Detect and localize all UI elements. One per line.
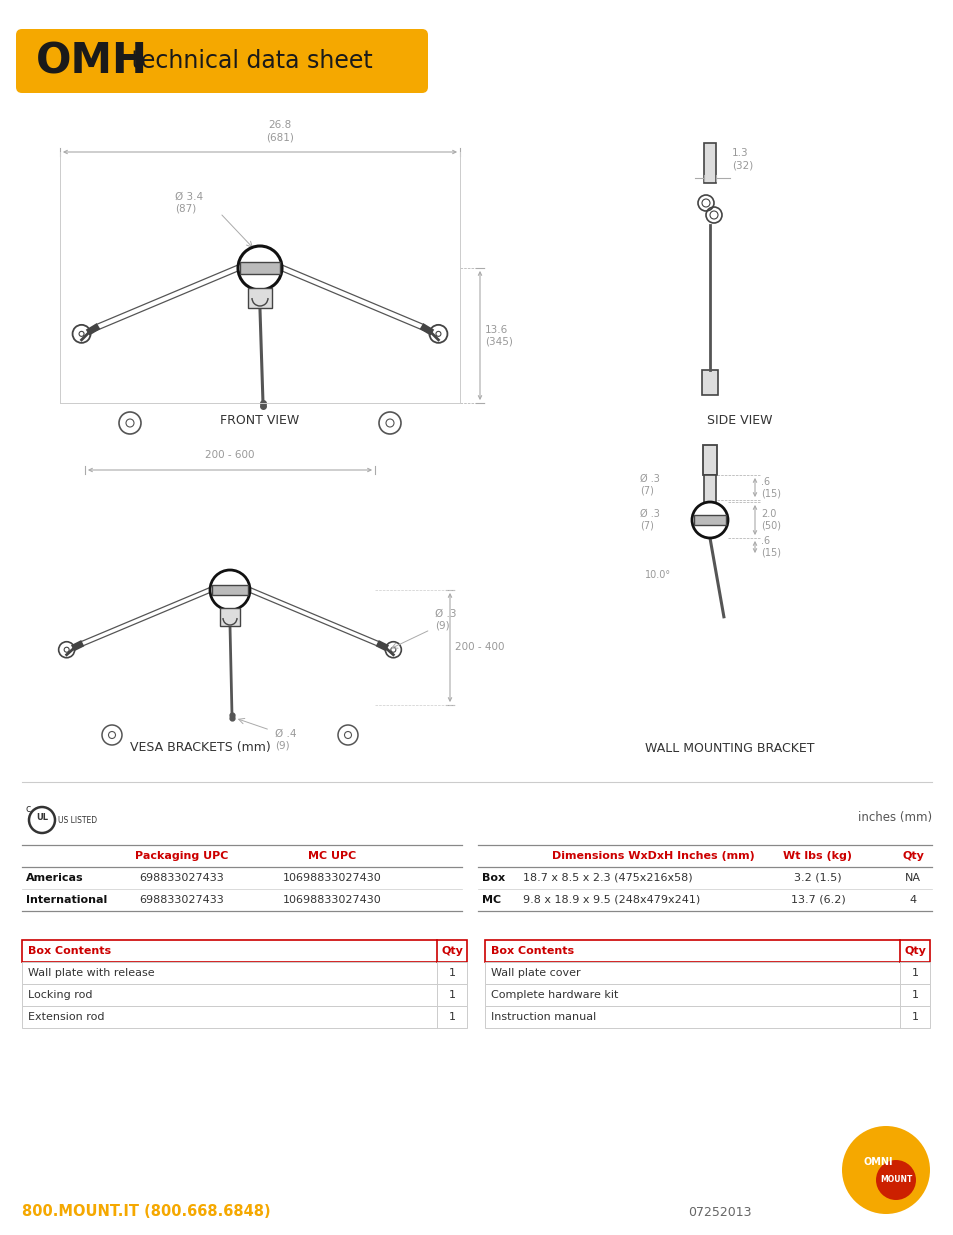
Text: 10.0°: 10.0° xyxy=(644,571,670,580)
Text: 3.2 (1.5): 3.2 (1.5) xyxy=(793,873,841,883)
Text: Complete hardware kit: Complete hardware kit xyxy=(491,990,618,1000)
Text: 200 - 400: 200 - 400 xyxy=(455,642,504,652)
FancyBboxPatch shape xyxy=(22,940,467,962)
Text: Wt lbs (kg): Wt lbs (kg) xyxy=(782,851,852,861)
Text: 10698833027430: 10698833027430 xyxy=(282,895,381,905)
Text: 1: 1 xyxy=(448,990,455,1000)
Text: 1: 1 xyxy=(910,990,918,1000)
Bar xyxy=(248,288,272,308)
Text: 1.3
(32): 1.3 (32) xyxy=(731,148,753,170)
FancyBboxPatch shape xyxy=(16,28,428,93)
Text: 1: 1 xyxy=(448,968,455,978)
Text: Wall plate cover: Wall plate cover xyxy=(491,968,580,978)
Bar xyxy=(240,262,280,274)
Text: MOUNT: MOUNT xyxy=(879,1176,911,1184)
Text: Ø .4
(9): Ø .4 (9) xyxy=(274,729,296,751)
Text: 698833027433: 698833027433 xyxy=(139,873,224,883)
Text: NA: NA xyxy=(904,873,920,883)
FancyBboxPatch shape xyxy=(484,962,929,984)
Bar xyxy=(693,515,725,525)
Text: Packaging UPC: Packaging UPC xyxy=(135,851,229,861)
FancyBboxPatch shape xyxy=(484,984,929,1007)
Bar xyxy=(703,143,716,183)
Bar xyxy=(702,445,717,475)
Text: 698833027433: 698833027433 xyxy=(139,895,224,905)
Text: FRONT VIEW: FRONT VIEW xyxy=(220,414,299,426)
Text: 200 - 600: 200 - 600 xyxy=(205,450,254,459)
Text: .6
(15): .6 (15) xyxy=(760,477,781,498)
Text: Locking rod: Locking rod xyxy=(28,990,92,1000)
Text: OMH: OMH xyxy=(36,40,148,82)
Text: Qty: Qty xyxy=(903,946,925,956)
Text: International: International xyxy=(26,895,107,905)
Text: 18.7 x 8.5 x 2.3 (475x216x58): 18.7 x 8.5 x 2.3 (475x216x58) xyxy=(522,873,692,883)
Text: 26.8
(681): 26.8 (681) xyxy=(266,120,294,142)
FancyBboxPatch shape xyxy=(484,1007,929,1028)
Text: technical data sheet: technical data sheet xyxy=(124,49,373,73)
Text: Ø .3
(9): Ø .3 (9) xyxy=(435,609,456,631)
Text: 13.7 (6.2): 13.7 (6.2) xyxy=(790,895,844,905)
Text: Wall plate with release: Wall plate with release xyxy=(28,968,154,978)
FancyBboxPatch shape xyxy=(22,984,467,1007)
Text: OMNI: OMNI xyxy=(862,1157,892,1167)
Text: VESA BRACKETS (mm): VESA BRACKETS (mm) xyxy=(130,741,270,755)
FancyBboxPatch shape xyxy=(22,962,467,984)
Text: Instruction manual: Instruction manual xyxy=(491,1011,596,1023)
FancyBboxPatch shape xyxy=(484,940,929,962)
Circle shape xyxy=(210,571,250,610)
Text: 4: 4 xyxy=(908,895,916,905)
Text: c: c xyxy=(26,804,30,814)
Text: 07252013: 07252013 xyxy=(687,1205,751,1219)
Circle shape xyxy=(875,1160,915,1200)
Text: 2.0
(50): 2.0 (50) xyxy=(760,509,781,531)
Text: SIDE VIEW: SIDE VIEW xyxy=(706,414,772,426)
Text: inches (mm): inches (mm) xyxy=(857,811,931,825)
Text: Ø .3
(7): Ø .3 (7) xyxy=(639,474,659,495)
Text: Dimensions WxDxH Inches (mm): Dimensions WxDxH Inches (mm) xyxy=(551,851,754,861)
Text: 9.8 x 18.9 x 9.5 (248x479x241): 9.8 x 18.9 x 9.5 (248x479x241) xyxy=(522,895,700,905)
Text: 800.MOUNT.IT (800.668.6848): 800.MOUNT.IT (800.668.6848) xyxy=(22,1204,271,1219)
Text: Qty: Qty xyxy=(440,946,462,956)
Circle shape xyxy=(237,246,282,290)
Bar xyxy=(703,475,716,515)
Text: Box: Box xyxy=(481,873,504,883)
Text: MC: MC xyxy=(481,895,500,905)
Text: .6
(15): .6 (15) xyxy=(760,536,781,558)
Text: Ø 3.4
(87): Ø 3.4 (87) xyxy=(174,193,203,214)
Text: WALL MOUNTING BRACKET: WALL MOUNTING BRACKET xyxy=(644,741,814,755)
Text: Extension rod: Extension rod xyxy=(28,1011,105,1023)
Text: US LISTED: US LISTED xyxy=(58,816,97,825)
Text: MC UPC: MC UPC xyxy=(308,851,355,861)
Circle shape xyxy=(691,501,727,538)
Text: 1: 1 xyxy=(910,968,918,978)
Bar xyxy=(701,370,718,395)
Text: Americas: Americas xyxy=(26,873,84,883)
FancyBboxPatch shape xyxy=(22,1007,467,1028)
Circle shape xyxy=(841,1126,929,1214)
Text: Qty: Qty xyxy=(902,851,923,861)
Text: Box Contents: Box Contents xyxy=(491,946,574,956)
Text: Box Contents: Box Contents xyxy=(28,946,111,956)
Bar xyxy=(212,585,248,595)
Text: Ø .3
(7): Ø .3 (7) xyxy=(639,509,659,531)
Bar xyxy=(220,608,240,626)
Text: 1: 1 xyxy=(448,1011,455,1023)
Text: UL: UL xyxy=(36,813,48,821)
Text: 1: 1 xyxy=(910,1011,918,1023)
Text: 13.6
(345): 13.6 (345) xyxy=(484,325,513,347)
Text: 10698833027430: 10698833027430 xyxy=(282,873,381,883)
